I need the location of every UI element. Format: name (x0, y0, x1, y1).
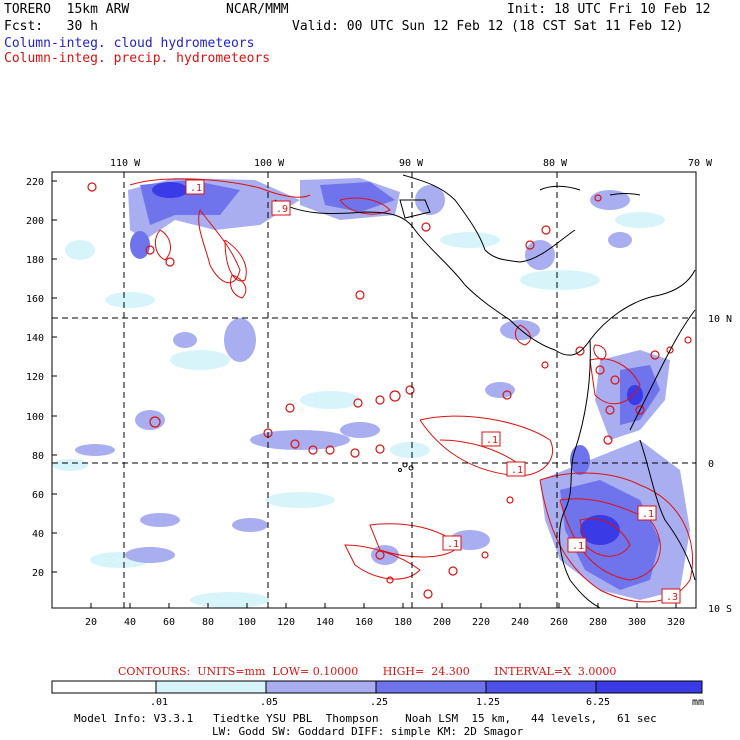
colorbar-label: .25 (370, 697, 388, 708)
y-tick: 160 (26, 294, 44, 305)
y-tick: 120 (26, 372, 44, 383)
colorbar-label: 6.25 (586, 697, 610, 708)
lon-label: 80 W (543, 158, 568, 169)
cloud-shading (52, 178, 690, 608)
contours-info: CONTOURS: UNITS=mm LOW= 0.10000 HIGH= 24… (118, 665, 617, 678)
model-info-line2: LW: Godd SW: Goddard DIFF: simple KM: 2D… (212, 725, 524, 738)
y-tick: 180 (26, 255, 44, 266)
y-tick: 140 (26, 333, 44, 344)
lon-label: 110 W (110, 158, 141, 169)
y-tick: 20 (32, 568, 44, 579)
model-info-line1: Model Info: V3.3.1 Tiedtke YSU PBL Thomp… (74, 712, 657, 725)
x-tick: 140 (316, 617, 334, 628)
map-frame (51, 171, 697, 609)
y-tick: 200 (26, 216, 44, 227)
x-tick: 160 (355, 617, 373, 628)
x-tick: 200 (433, 617, 451, 628)
x-tick: 60 (163, 617, 175, 628)
x-tick: 180 (394, 617, 412, 628)
valid-time: Valid: 00 UTC Sun 12 Feb 12 (18 CST Sat … (292, 19, 684, 34)
axis-ticks (52, 180, 677, 608)
center-name: NCAR/MMM (226, 2, 289, 17)
contour-label: .1 (447, 539, 459, 550)
y-axis-labels: 220 200 180 160 140 120 100 80 60 40 20 (26, 177, 44, 579)
colorbar: .01 .05 .25 1.25 6.25 mm (51, 680, 704, 708)
x-tick: 40 (124, 617, 136, 628)
x-tick: 260 (550, 617, 568, 628)
lon-label: 90 W (399, 158, 424, 169)
contour-label: .1 (572, 541, 584, 552)
lon-label: 70 W (688, 158, 713, 169)
coastlines (274, 174, 696, 609)
x-tick: 100 (238, 617, 256, 628)
contour-label: .1 (642, 509, 654, 520)
contour-label: .1 (511, 465, 523, 476)
x-tick: 240 (511, 617, 529, 628)
x-tick: 120 (277, 617, 295, 628)
colorbar-units: mm (692, 697, 704, 708)
x-tick: 80 (202, 617, 214, 628)
forecast-hour: Fcst: 30 h (4, 19, 98, 34)
grid-lines (52, 172, 696, 608)
lon-label: 100 W (254, 158, 285, 169)
field-label-cloud: Column-integ. cloud hydrometeors (4, 36, 255, 51)
colorbar-label: 1.25 (476, 697, 500, 708)
precip-contours (129, 178, 694, 603)
y-tick: 40 (32, 529, 44, 540)
lat-label: 0 (708, 459, 714, 470)
lat-label: 10 S (708, 604, 732, 615)
contour-label: .1 (486, 435, 498, 446)
x-tick: 300 (628, 617, 646, 628)
x-axis-labels: 20 40 60 80 100 120 140 160 180 200 220 … (85, 617, 685, 628)
x-tick: 320 (667, 617, 685, 628)
contour-labels: .1 .9 .1 .1 .1 .1 .1 .3 (185, 179, 681, 604)
x-tick: 220 (472, 617, 490, 628)
field-label-precip: Column-integ. precip. hydrometeors (4, 51, 271, 66)
contour-label: .1 (190, 183, 202, 194)
geo-labels: 110 W 100 W 90 W 80 W 70 W 10 N 0 10 S (110, 158, 732, 615)
y-tick: 60 (32, 490, 44, 501)
y-tick: 80 (32, 451, 44, 462)
contour-label: .3 (666, 592, 678, 603)
lat-label: 10 N (708, 314, 732, 325)
y-tick: 220 (26, 177, 44, 188)
x-tick: 20 (85, 617, 97, 628)
colorbar-label: .05 (260, 697, 278, 708)
contour-label: .9 (276, 204, 288, 215)
y-tick: 100 (26, 412, 44, 423)
colorbar-label: .01 (150, 697, 168, 708)
x-tick: 280 (589, 617, 607, 628)
precip-cells (87, 182, 692, 599)
init-time: Init: 18 UTC Fri 10 Feb 12 (507, 2, 711, 17)
model-name: TORERO 15km ARW (4, 2, 130, 17)
